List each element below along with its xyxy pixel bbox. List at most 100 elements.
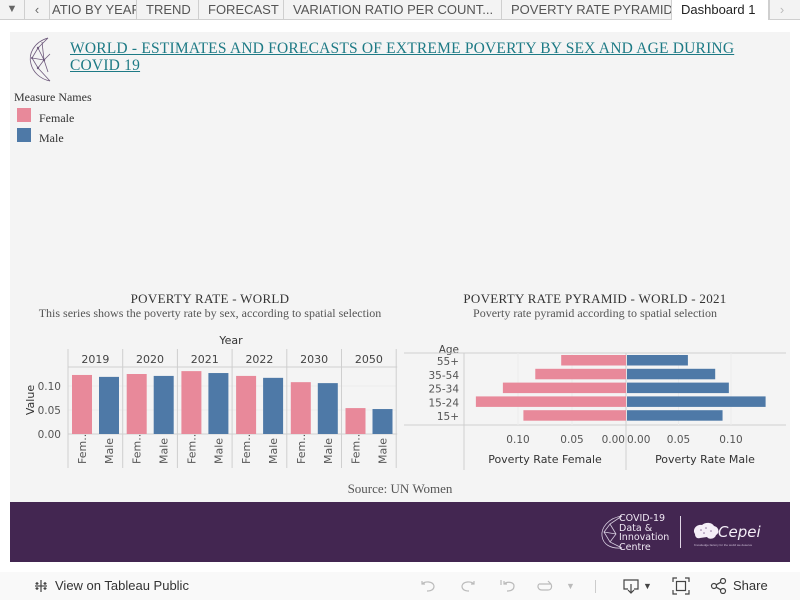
tableau-logo-icon <box>35 580 47 592</box>
brand-line-3: Innovation <box>619 532 670 543</box>
bar-female-2050 <box>345 408 366 434</box>
cepei-brain-logo-icon <box>693 522 719 539</box>
poverty-rate-chart-subtitle: This series shows the poverty rate by se… <box>38 306 382 320</box>
fullscreen-icon <box>672 577 690 595</box>
female-axis-title: Poverty Rate Female <box>488 453 602 466</box>
year-header-2030: 2030 <box>300 353 328 366</box>
age-label-35-54: 35-54 <box>428 370 459 382</box>
y-tick-label: 0.00 <box>38 429 61 441</box>
tab-trend[interactable]: TREND <box>137 0 199 20</box>
covid-centre-footer-logo-icon <box>601 515 623 549</box>
redo-button[interactable] <box>459 572 477 600</box>
caret-down-icon: ▼ <box>643 581 652 591</box>
female-swatch <box>17 108 31 122</box>
legend-label-female: Female <box>39 110 75 125</box>
sheet-tab-bar: ▼ ‹ ATIO BY YEAR TREND FORECAST VARIATIO… <box>0 0 800 20</box>
brand-line-1: COVID-19 <box>619 513 666 524</box>
bar-female-15-24 <box>475 396 626 407</box>
fullscreen-button[interactable] <box>672 572 690 600</box>
revert-button[interactable] <box>499 572 517 600</box>
tabs-menu-button[interactable]: ▼ <box>0 0 25 20</box>
share-button[interactable]: Share <box>710 572 768 600</box>
x-tick-label: Fem.. <box>185 434 198 464</box>
share-label: Share <box>733 578 768 593</box>
male-tick-label: 0.10 <box>719 434 742 446</box>
tab-ratio-by-year[interactable]: ATIO BY YEAR <box>50 0 137 20</box>
legend-item-male[interactable]: Male <box>17 128 92 148</box>
bar-male-2030 <box>317 383 338 434</box>
male-tick-label: 0.05 <box>667 434 690 446</box>
age-label-25-34: 25-34 <box>428 384 459 396</box>
year-header-2019: 2019 <box>81 353 109 366</box>
age-label-55+: 55+ <box>437 356 459 368</box>
bar-male-25-34 <box>627 382 729 394</box>
view-on-tableau-public-link[interactable]: View on Tableau Public <box>33 572 189 600</box>
x-tick-label: Male <box>212 438 225 464</box>
year-header-2022: 2022 <box>245 353 273 366</box>
revert-icon <box>500 580 515 592</box>
tab-poverty-rate-pyramid[interactable]: POVERTY RATE PYRAMID <box>502 0 672 20</box>
x-tick-label: Male <box>158 438 171 464</box>
cepei-brand: Cepei <box>718 523 761 541</box>
year-column-header: Year <box>218 334 243 347</box>
tab-variation-ratio[interactable]: VARIATION RATIO PER COUNT... <box>284 0 502 20</box>
y-axis-label: Value <box>24 385 37 415</box>
download-button[interactable]: ▼ <box>622 572 652 600</box>
legend-item-female[interactable]: Female <box>17 108 92 128</box>
x-tick-label: Male <box>267 438 280 464</box>
tabs-prev-button[interactable]: ‹ <box>25 0 50 20</box>
bar-male-2050 <box>372 409 393 434</box>
dashboard-title-link[interactable]: WORLD - ESTIMATES AND FORECASTS OF EXTRE… <box>70 40 735 74</box>
male-swatch <box>17 128 31 142</box>
y-tick-label: 0.10 <box>38 381 61 393</box>
refresh-options-caret[interactable]: ▼ <box>566 572 575 600</box>
legend-label-male: Male <box>39 130 64 145</box>
male-axis-title: Poverty Rate Male <box>655 453 755 466</box>
share-icon <box>710 578 727 594</box>
bar-female-2019 <box>72 374 92 434</box>
x-tick-label: Male <box>103 438 116 464</box>
covid-centre-brand: COVID-19 Data & Innovation Centre <box>619 514 669 552</box>
tab-forecast[interactable]: FORECAST <box>199 0 284 20</box>
footer-banner: COVID-19 Data & Innovation Centre Cepei … <box>10 502 790 562</box>
x-tick-label: Male <box>377 438 390 464</box>
refresh-icon <box>537 580 553 591</box>
bar-male-2021 <box>208 373 229 434</box>
bar-male-2019 <box>99 376 119 434</box>
male-tick-label: 0.00 <box>627 434 650 446</box>
bar-female-2021 <box>181 371 202 434</box>
chevron-left-icon: ‹ <box>34 2 40 17</box>
dashboard: WORLD - ESTIMATES AND FORECASTS OF EXTRE… <box>10 32 790 502</box>
caret-down-icon: ▼ <box>566 581 575 591</box>
bar-male-15+ <box>627 410 723 421</box>
measure-names-legend: Measure Names Female Male <box>14 90 92 148</box>
undo-button[interactable] <box>419 572 437 600</box>
pyramid-chart-title: POVERTY RATE PYRAMID - WORLD - 2021 <box>463 291 727 306</box>
bar-female-2022 <box>236 375 257 434</box>
female-tick-label: 0.00 <box>602 434 625 446</box>
bar-male-15-24 <box>627 396 766 407</box>
female-tick-label: 0.10 <box>506 434 529 446</box>
x-tick-label: Fem.. <box>76 434 89 464</box>
year-header-2020: 2020 <box>136 353 164 366</box>
covid-data-centre-logo-icon <box>29 37 51 82</box>
bar-female-15+ <box>523 410 626 421</box>
tab-dashboard-1[interactable]: Dashboard 1 <box>672 0 769 20</box>
legend-title: Measure Names <box>14 90 92 104</box>
age-row-header: Age <box>439 344 459 356</box>
female-tick-label: 0.05 <box>560 434 583 446</box>
pyramid-chart-subtitle: Poverty rate pyramid according to spatia… <box>473 306 717 320</box>
caret-down-icon: ▼ <box>6 3 18 15</box>
toolbar-divider <box>595 580 596 593</box>
year-header-2050: 2050 <box>355 353 383 366</box>
year-header-2021: 2021 <box>191 353 219 366</box>
footer-divider <box>680 516 681 548</box>
refresh-button[interactable] <box>536 572 554 600</box>
x-tick-label: Fem.. <box>240 434 253 464</box>
bar-female-2020 <box>126 374 147 434</box>
tabs-next-button[interactable]: › <box>769 0 794 20</box>
x-tick-label: Male <box>322 438 335 464</box>
x-tick-label: Fem.. <box>131 434 144 464</box>
bar-male-35-54 <box>627 368 716 380</box>
